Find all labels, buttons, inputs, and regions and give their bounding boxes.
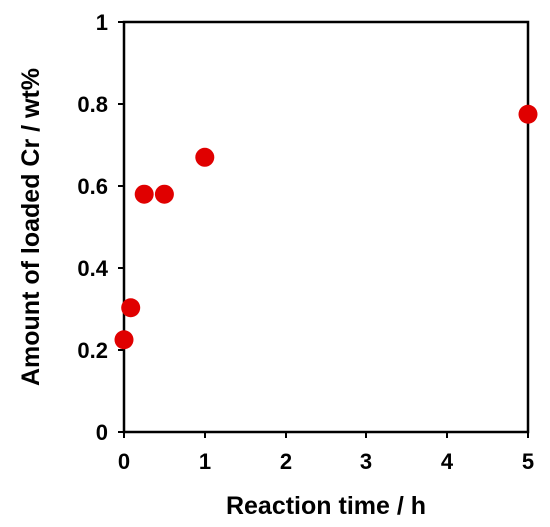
- y-tick-labels: 0 0.2 0.4 0.6 0.8 1: [77, 10, 108, 445]
- y-tick-label-4: 0.8: [77, 92, 108, 117]
- data-point-4: [195, 147, 215, 167]
- x-tick-marks: [123, 432, 529, 438]
- y-axis: 0 0.2 0.4 0.6 0.8 1 Amount of loaded Cr …: [17, 10, 124, 445]
- y-tick-label-2: 0.4: [77, 256, 108, 281]
- x-tick-labels: 0 1 2 3 4 5: [118, 449, 534, 474]
- x-tick-label-3: 3: [360, 449, 372, 474]
- y-tick-label-5: 1: [96, 10, 108, 35]
- y-tick-label-3: 0.6: [77, 174, 108, 199]
- y-tick-label-1: 0.2: [77, 338, 108, 363]
- data-point-1: [121, 298, 141, 318]
- x-axis: 0 1 2 3 4 5 Reaction time / h: [118, 432, 534, 520]
- data-point-0: [114, 330, 134, 350]
- x-tick-label-1: 1: [199, 449, 211, 474]
- x-tick-label-0: 0: [118, 449, 130, 474]
- x-tick-label-4: 4: [441, 449, 454, 474]
- x-axis-label: Reaction time / h: [226, 492, 426, 520]
- plot-frame: [122, 20, 530, 434]
- y-axis-label: Amount of loaded Cr / wt%: [17, 68, 45, 386]
- y-tick-marks: [118, 21, 124, 433]
- data-points: [114, 104, 538, 350]
- data-point-5: [518, 104, 538, 124]
- data-point-3: [154, 184, 174, 204]
- x-tick-label-5: 5: [522, 449, 534, 474]
- plot-border: [122, 20, 530, 434]
- data-point-2: [134, 184, 154, 204]
- x-tick-label-2: 2: [280, 449, 292, 474]
- y-tick-label-0: 0: [96, 420, 108, 445]
